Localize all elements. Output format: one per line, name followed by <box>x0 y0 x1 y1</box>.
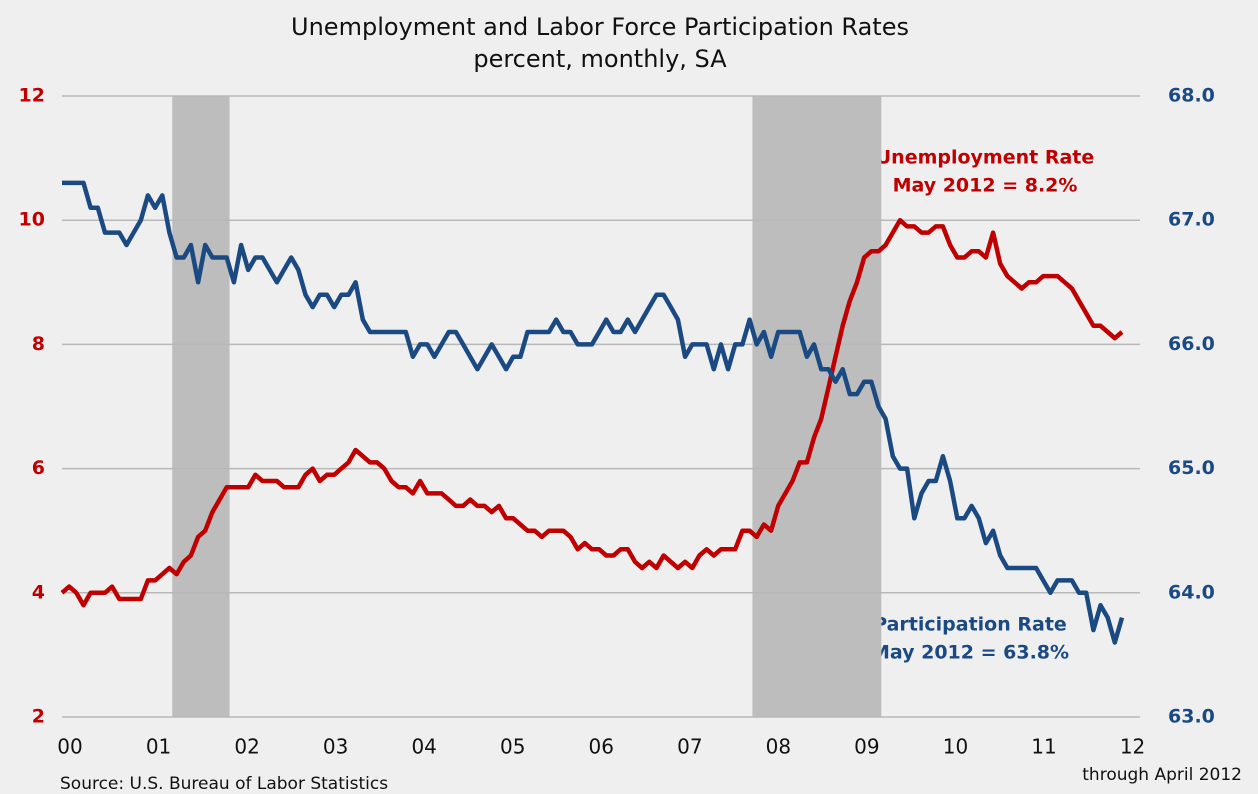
y-tick-label: 6 <box>32 457 45 479</box>
y2-tick-label: 66.0 <box>1168 333 1215 355</box>
x-tick-label: 09 <box>854 735 879 759</box>
y-tick-label: 4 <box>32 581 45 603</box>
y2-tick-label: 63.0 <box>1168 706 1215 728</box>
x-tick-label: 12 <box>1120 735 1145 759</box>
note: through April 2012 <box>1082 765 1242 785</box>
x-tick-label: 05 <box>500 735 525 759</box>
x-tick-label: 08 <box>766 735 791 759</box>
annotation: Unemployment Rate <box>876 147 1095 169</box>
y-tick-label: 8 <box>32 333 45 355</box>
annotation: Participation Rate <box>873 614 1067 636</box>
x-tick-label: 10 <box>943 735 968 759</box>
x-tick-label: 06 <box>589 735 614 759</box>
x-tick-label: 04 <box>411 735 436 759</box>
source: Source: U.S. Bureau of Labor Statistics <box>60 774 388 794</box>
annotation: May 2012 = 63.8% <box>871 642 1069 664</box>
series-line <box>62 180 1125 645</box>
x-tick-label: 01 <box>146 735 171 759</box>
x-tick-label: 07 <box>677 735 702 759</box>
x-tick-label: 03 <box>323 735 348 759</box>
y2-tick-label: 67.0 <box>1168 209 1215 231</box>
y2-tick-label: 65.0 <box>1168 457 1215 479</box>
y-tick-label: 12 <box>19 85 45 107</box>
x-tick-label: 02 <box>234 735 259 759</box>
recession-band <box>752 96 882 717</box>
series-line <box>60 217 1124 608</box>
y-tick-label: 10 <box>19 209 45 231</box>
chart-title: Unemployment and Labor Force Participati… <box>291 13 909 41</box>
recession-band <box>172 96 230 717</box>
x-tick-label: 00 <box>57 735 82 759</box>
chart-subtitle: percent, monthly, SA <box>473 45 727 73</box>
y-tick-label: 2 <box>32 706 45 728</box>
annotation: May 2012 = 8.2% <box>893 175 1078 197</box>
x-tick-label: 11 <box>1031 735 1056 759</box>
y2-tick-label: 68.0 <box>1168 85 1215 107</box>
y2-tick-label: 64.0 <box>1168 581 1215 603</box>
